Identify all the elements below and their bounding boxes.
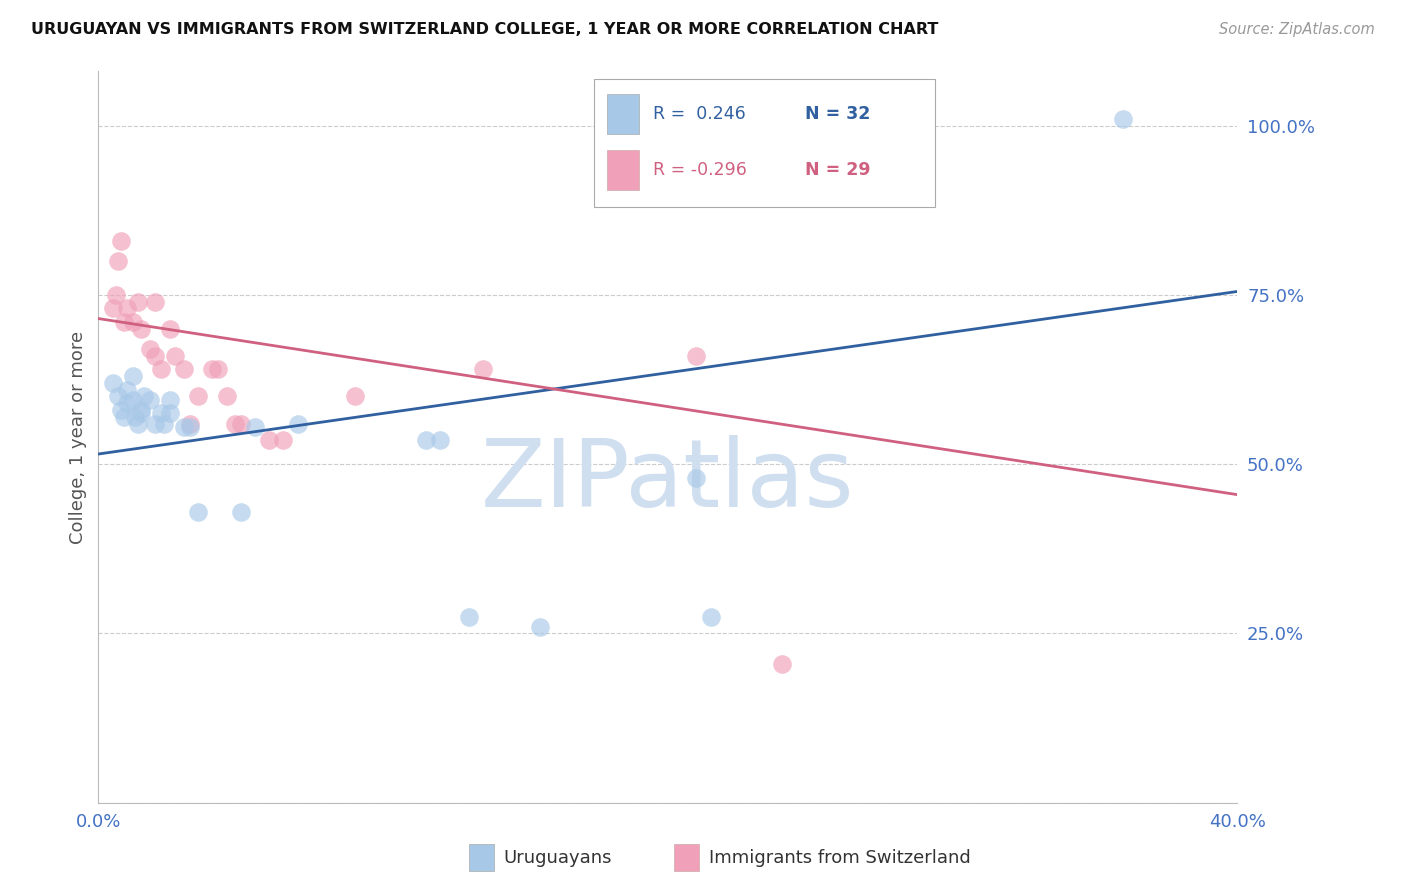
Point xyxy=(471,362,494,376)
Bar xyxy=(673,845,699,871)
Point xyxy=(107,254,129,268)
Point xyxy=(173,362,195,376)
Point xyxy=(110,234,132,248)
Point xyxy=(124,409,146,424)
Point xyxy=(273,434,295,448)
Point xyxy=(101,376,124,390)
Point xyxy=(229,505,252,519)
Point xyxy=(685,471,707,485)
Point xyxy=(121,315,143,329)
Point xyxy=(343,389,366,403)
Text: N = 32: N = 32 xyxy=(804,104,870,123)
Point xyxy=(107,389,129,403)
Point xyxy=(529,620,551,634)
Point xyxy=(165,349,187,363)
Point xyxy=(145,294,167,309)
Point xyxy=(112,315,135,329)
Point xyxy=(207,362,229,376)
Point xyxy=(173,420,195,434)
Point xyxy=(101,301,124,316)
Bar xyxy=(468,845,494,871)
Point xyxy=(145,417,167,431)
Point xyxy=(145,349,167,363)
Text: Source: ZipAtlas.com: Source: ZipAtlas.com xyxy=(1219,22,1375,37)
Point xyxy=(129,403,152,417)
Point xyxy=(115,396,138,410)
Point xyxy=(415,434,437,448)
Point xyxy=(179,417,201,431)
Point xyxy=(115,301,138,316)
Text: R = -0.296: R = -0.296 xyxy=(652,161,747,179)
Point xyxy=(229,417,252,431)
Point xyxy=(104,288,127,302)
Point xyxy=(1112,112,1135,126)
Point xyxy=(121,369,143,384)
Point xyxy=(153,417,176,431)
Point xyxy=(243,420,266,434)
Point xyxy=(132,389,155,403)
Point xyxy=(121,392,143,407)
Bar xyxy=(607,94,640,134)
Point xyxy=(770,657,793,671)
Point xyxy=(179,420,201,434)
Point xyxy=(187,505,209,519)
Point xyxy=(429,434,451,448)
Text: Uruguayans: Uruguayans xyxy=(503,848,613,867)
Point xyxy=(150,406,173,420)
Text: R =  0.246: R = 0.246 xyxy=(652,104,745,123)
Text: URUGUAYAN VS IMMIGRANTS FROM SWITZERLAND COLLEGE, 1 YEAR OR MORE CORRELATION CHA: URUGUAYAN VS IMMIGRANTS FROM SWITZERLAND… xyxy=(31,22,938,37)
Bar xyxy=(607,150,640,190)
Point xyxy=(685,349,707,363)
Text: N = 29: N = 29 xyxy=(804,161,870,179)
Point xyxy=(159,406,181,420)
Point xyxy=(224,417,246,431)
Point xyxy=(150,362,173,376)
Point xyxy=(287,417,309,431)
Point xyxy=(112,409,135,424)
Point xyxy=(129,322,152,336)
Point xyxy=(159,392,181,407)
Point xyxy=(159,322,181,336)
Point xyxy=(115,383,138,397)
Point xyxy=(138,392,160,407)
Point xyxy=(127,294,149,309)
Point xyxy=(138,342,160,356)
Text: Immigrants from Switzerland: Immigrants from Switzerland xyxy=(709,848,970,867)
FancyBboxPatch shape xyxy=(593,78,935,207)
Point xyxy=(457,609,479,624)
Point xyxy=(215,389,238,403)
Point xyxy=(127,417,149,431)
Y-axis label: College, 1 year or more: College, 1 year or more xyxy=(69,331,87,543)
Point xyxy=(201,362,224,376)
Point xyxy=(259,434,281,448)
Text: ZIPatlas: ZIPatlas xyxy=(481,435,855,527)
Point xyxy=(699,609,721,624)
Point xyxy=(129,406,152,420)
Point xyxy=(110,403,132,417)
Point xyxy=(187,389,209,403)
